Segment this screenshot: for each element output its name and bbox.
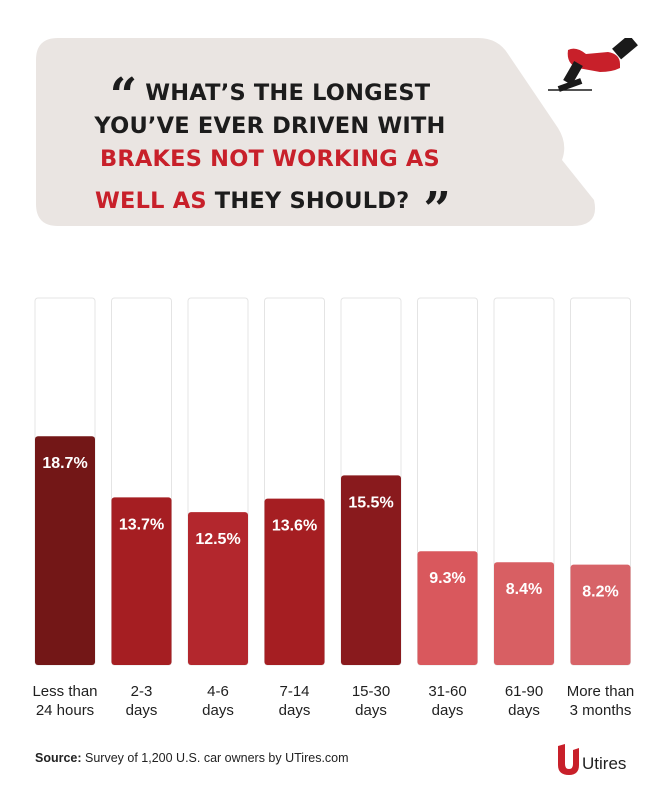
- category-label: Less than: [32, 683, 97, 700]
- category-label: 31-60: [428, 683, 466, 700]
- bar: [494, 562, 554, 665]
- data-label: 18.7%: [42, 455, 87, 472]
- data-label: 9.3%: [429, 570, 465, 587]
- category-label: 15-30: [352, 683, 390, 700]
- data-label: 8.4%: [506, 581, 542, 598]
- bar: [35, 436, 95, 665]
- bar: [417, 551, 478, 665]
- category-label: days: [508, 702, 540, 719]
- data-label: 12.5%: [195, 531, 240, 548]
- category-label: days: [202, 702, 234, 719]
- question-bubble: [36, 38, 596, 226]
- data-label: 8.2%: [582, 584, 618, 601]
- logo-wordmark: Utires: [582, 754, 627, 773]
- question-part2: THEY SHOULD?: [206, 188, 410, 214]
- category-label: days: [355, 702, 387, 719]
- category-label: 24 hours: [36, 702, 94, 719]
- bar: [111, 497, 172, 665]
- source-note: Source: Survey of 1,200 U.S. car owners …: [35, 751, 349, 765]
- brake-pedal-icon: [548, 38, 638, 92]
- utires-logo[interactable]: Utires: [556, 742, 626, 776]
- question-highlight: BRAKES NOT WORKING AS WELL AS: [95, 146, 440, 214]
- bar: [264, 498, 325, 665]
- category-label: 3 months: [570, 702, 632, 719]
- question-part1: WHAT’S THE LONGEST YOU’VE EVER DRIVEN WI…: [94, 80, 446, 139]
- source-text: Survey of 1,200 U.S. car owners by UTire…: [81, 751, 349, 765]
- bar-chart: 18.7% Less than 24 hours 13.7% 2-3 days 12.5% 4…: [32, 297, 635, 719]
- category-label: days: [279, 702, 311, 719]
- category-label: 7-14: [279, 683, 309, 700]
- bar: [570, 564, 631, 665]
- category-label: 4-6: [207, 683, 229, 700]
- quote-close-icon: ”: [423, 182, 451, 238]
- category-label: More than: [567, 683, 635, 700]
- category-label: days: [432, 702, 464, 719]
- data-label: 15.5%: [348, 494, 393, 511]
- data-label: 13.7%: [119, 516, 164, 533]
- category-label: days: [126, 702, 158, 719]
- question-text: “WHAT’S THE LONGEST YOU’VE EVER DRIVEN W…: [70, 68, 470, 234]
- bar: [341, 475, 401, 665]
- bar: [188, 512, 248, 665]
- utires-logo-icon: [558, 744, 579, 775]
- source-label: Source:: [35, 751, 82, 765]
- data-label: 13.6%: [272, 518, 317, 535]
- category-label: 61-90: [505, 683, 543, 700]
- category-label: 2-3: [131, 683, 153, 700]
- quote-open-icon: “: [109, 68, 138, 124]
